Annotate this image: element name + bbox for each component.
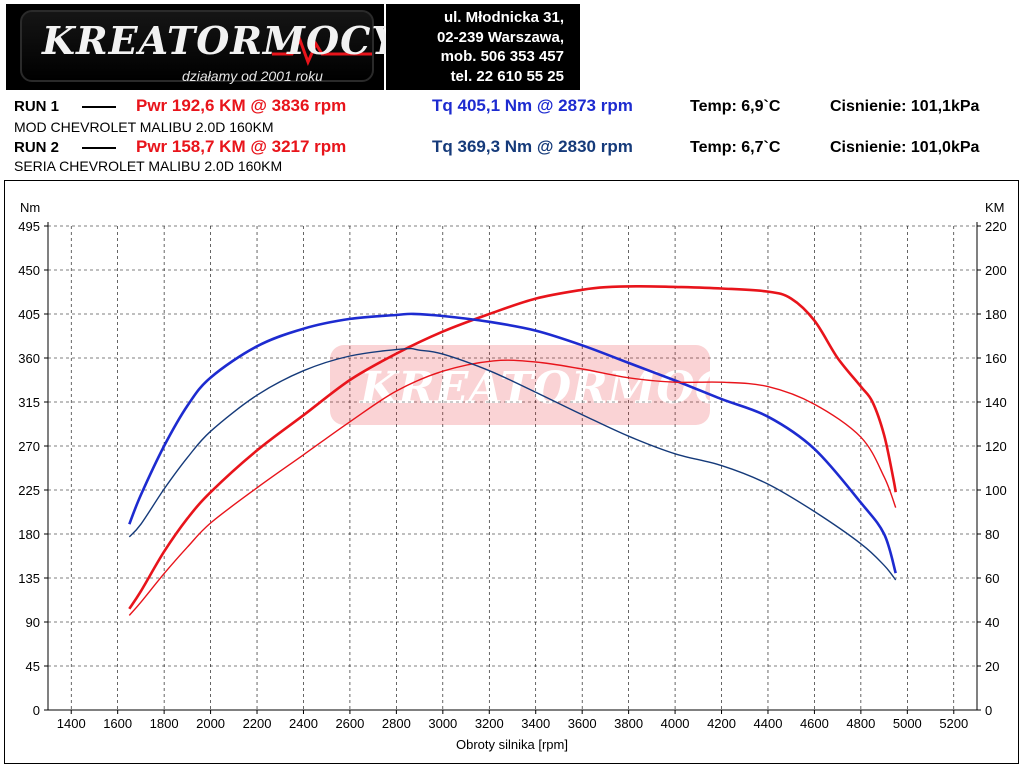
watermark-text: KREATORMOCY bbox=[358, 363, 765, 414]
y-right-tick-label: 20 bbox=[985, 659, 999, 674]
y-left-tick-label: 450 bbox=[18, 263, 40, 278]
y-axis-right-label: KM bbox=[985, 200, 1005, 215]
y-left-tick-label: 495 bbox=[18, 219, 40, 234]
y-left-tick-label: 90 bbox=[26, 615, 40, 630]
y-left-tick-label: 405 bbox=[18, 307, 40, 322]
x-tick-label: 3600 bbox=[568, 716, 597, 731]
run1-label: RUN 1 bbox=[14, 98, 60, 115]
y-right-tick-label: 0 bbox=[985, 703, 992, 718]
run1-pressure: Cisnienie: 101,1kPa bbox=[830, 98, 980, 115]
heartbeat-icon bbox=[272, 36, 372, 66]
y-left-tick-label: 270 bbox=[18, 439, 40, 454]
y-right-tick-label: 220 bbox=[985, 219, 1007, 234]
run2-temperature: Temp: 6,7`C bbox=[690, 139, 781, 156]
x-tick-label: 3800 bbox=[614, 716, 643, 731]
x-axis-label: Obroty silnika [rpm] bbox=[456, 737, 568, 752]
y-right-tick-label: 180 bbox=[985, 307, 1007, 322]
x-tick-label: 3000 bbox=[428, 716, 457, 731]
contact-mobile: mob. 506 353 457 bbox=[440, 48, 564, 65]
contact-block: ul. Młodnicka 31, 02-239 Warszawa, mob. … bbox=[386, 4, 580, 90]
y-right-tick-label: 140 bbox=[985, 395, 1007, 410]
x-tick-label: 2200 bbox=[243, 716, 272, 731]
x-tick-label: 1400 bbox=[57, 716, 86, 731]
x-tick-label: 2600 bbox=[335, 716, 364, 731]
x-tick-label: 2000 bbox=[196, 716, 225, 731]
x-tick-label: 2400 bbox=[289, 716, 318, 731]
y-right-tick-label: 160 bbox=[985, 351, 1007, 366]
x-tick-label: 4600 bbox=[800, 716, 829, 731]
run1-power: Pwr 192,6 KM @ 3836 rpm bbox=[136, 96, 347, 115]
run1-torque-curve bbox=[128, 312, 897, 574]
x-tick-label: 1600 bbox=[103, 716, 132, 731]
x-tick-label: 4400 bbox=[754, 716, 783, 731]
y-right-tick-label: 40 bbox=[985, 615, 999, 630]
y-left-tick-label: 45 bbox=[26, 659, 40, 674]
logo-brand-text: KREATORMOCY bbox=[42, 18, 400, 63]
y-left-tick-label: 135 bbox=[18, 571, 40, 586]
run2-pressure: Cisnienie: 101,0kPa bbox=[830, 139, 980, 156]
run2-line-sample bbox=[82, 147, 116, 149]
x-tick-label: 3200 bbox=[475, 716, 504, 731]
y-left-tick-label: 225 bbox=[18, 483, 40, 498]
run1-power-curve bbox=[128, 284, 897, 610]
y-left-tick-label: 0 bbox=[33, 703, 40, 718]
contact-city: 02-239 Warszawa, bbox=[436, 28, 564, 46]
x-tick-label: 1800 bbox=[150, 716, 179, 731]
x-tick-label: 5000 bbox=[893, 716, 922, 731]
contact-phone: tel. 22 610 55 25 bbox=[450, 67, 564, 85]
x-tick-label: 2800 bbox=[382, 716, 411, 731]
logo-plate bbox=[20, 10, 374, 82]
y-right-tick-label: 100 bbox=[985, 483, 1007, 498]
run2-model: SERIA CHEVROLET MALIBU 2.0D 160KM bbox=[14, 158, 283, 174]
grid bbox=[48, 225, 977, 710]
watermark: KREATORMOCY bbox=[330, 345, 765, 425]
chart-frame bbox=[4, 180, 1019, 764]
brand-logo: KREATORMOCY działamy od 2001 roku bbox=[6, 4, 398, 90]
x-tick-label: 5200 bbox=[939, 716, 968, 731]
x-tick-label: 4800 bbox=[846, 716, 875, 731]
axes: 1400 1600 1800 2000 2200 2400 2600 2800 3000 3200… bbox=[18, 219, 1006, 731]
x-tick-label: 4000 bbox=[661, 716, 690, 731]
run2-power-curve bbox=[128, 359, 897, 616]
y-right-tick-label: 80 bbox=[985, 527, 999, 542]
run2-label: RUN 2 bbox=[14, 139, 60, 156]
run1-line-sample bbox=[82, 106, 116, 108]
run2-torque: Tq 369,3 Nm @ 2830 rpm bbox=[432, 137, 633, 156]
run2-torque-curve bbox=[128, 347, 897, 581]
contact-street: ul. Młodnicka 31, bbox=[443, 9, 564, 26]
run1-torque: Tq 405,1 Nm @ 2873 rpm bbox=[432, 96, 633, 115]
y-right-tick-label: 200 bbox=[985, 263, 1007, 278]
y-axis-left-label: Nm bbox=[20, 200, 40, 215]
logo-tagline: działamy od 2001 roku bbox=[182, 68, 323, 84]
x-tick-label: 4200 bbox=[707, 716, 736, 731]
y-right-tick-label: 60 bbox=[985, 571, 999, 586]
y-left-tick-label: 315 bbox=[18, 395, 40, 410]
x-tick-label: 3400 bbox=[521, 716, 550, 731]
y-left-tick-label: 180 bbox=[18, 527, 40, 542]
run1-temperature: Temp: 6,9`C bbox=[690, 98, 781, 115]
y-left-tick-label: 360 bbox=[18, 351, 40, 366]
run1-model: MOD CHEVROLET MALIBU 2.0D 160KM bbox=[14, 119, 274, 135]
y-right-tick-label: 120 bbox=[985, 439, 1007, 454]
series bbox=[128, 284, 897, 616]
run2-power: Pwr 158,7 KM @ 3217 rpm bbox=[136, 137, 347, 156]
